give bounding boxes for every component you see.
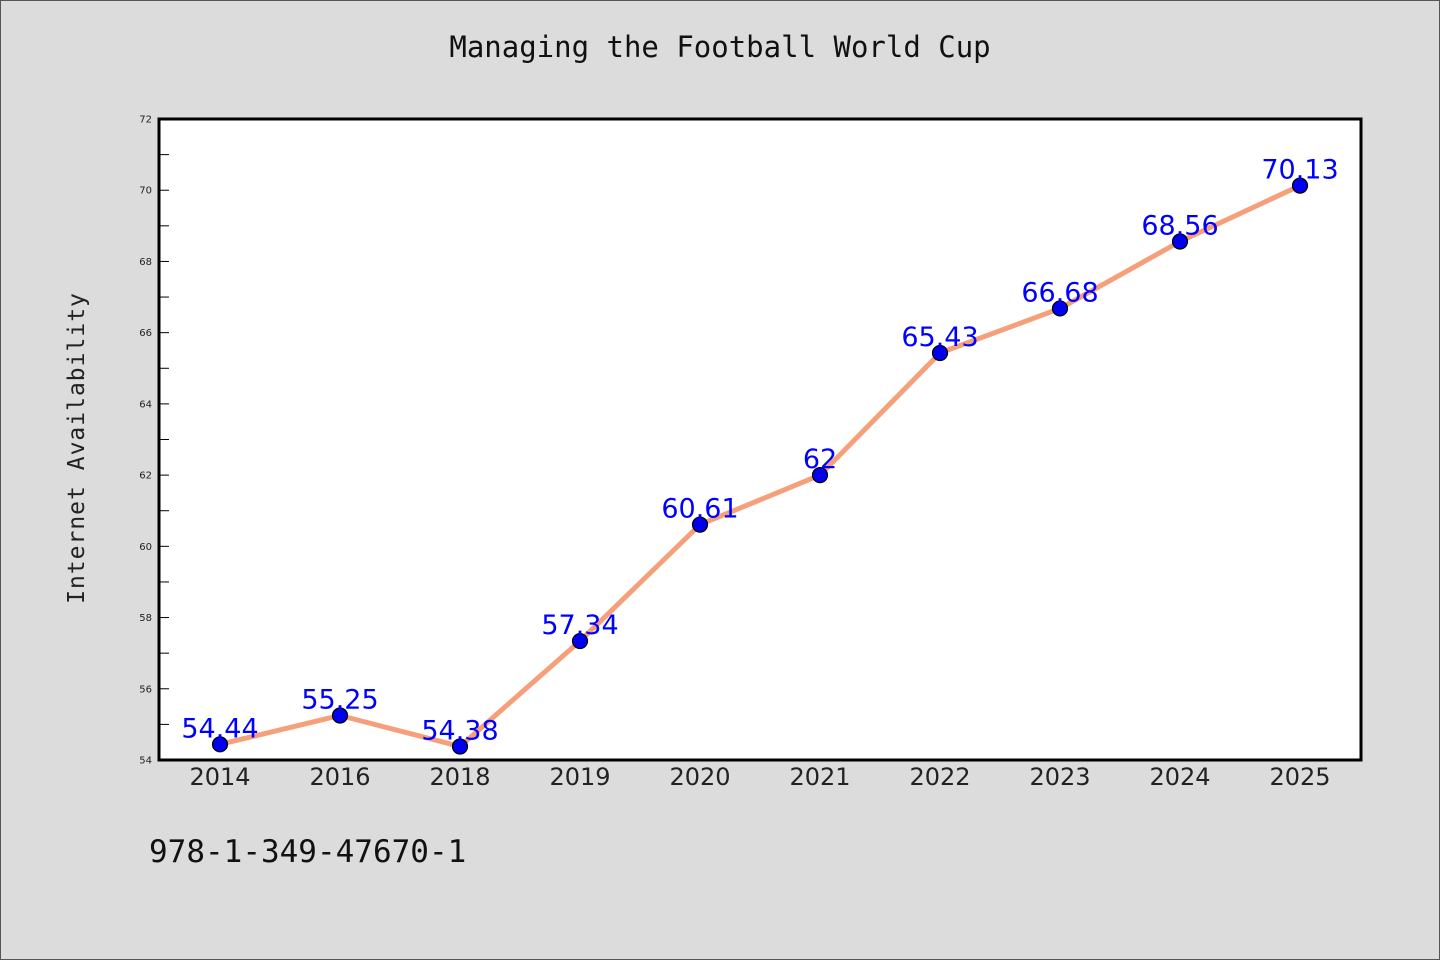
x-tick-label: 2024 <box>1149 763 1210 791</box>
data-point-marker <box>931 344 949 362</box>
data-point-marker <box>1291 177 1309 194</box>
x-tick-label: 2016 <box>309 763 370 791</box>
data-point-marker <box>211 736 229 753</box>
data-label: 65.43 <box>901 322 978 353</box>
data-label: 68.56 <box>1141 211 1218 242</box>
y-axis-ticks: 54 56 58 60 62 64 66 68 70 72 <box>139 115 169 767</box>
y-tick-label: 72 <box>139 115 152 126</box>
data-point-marker <box>1051 300 1069 317</box>
y-tick-label: 70 <box>139 186 152 197</box>
x-tick-label: 2018 <box>429 763 490 791</box>
y-tick-label: 60 <box>139 542 152 553</box>
x-tick-label: 2019 <box>549 763 610 791</box>
data-label: 54.38 <box>421 715 498 746</box>
x-tick-label: 2014 <box>189 763 250 791</box>
series-markers <box>211 177 1309 755</box>
x-tick-label: 2021 <box>789 763 850 791</box>
y-tick-label: 62 <box>139 471 152 482</box>
data-label: 57.34 <box>541 610 618 641</box>
y-tick-label: 64 <box>139 399 152 410</box>
y-tick-label: 54 <box>139 756 152 767</box>
data-point-marker <box>331 707 349 724</box>
data-label: 70.13 <box>1261 155 1338 186</box>
data-point-marker <box>811 467 829 484</box>
data-point-marker <box>1171 233 1189 250</box>
x-axis-ticks: 2014 2016 2018 2019 2020 2021 2022 2023 2024 2025 <box>189 763 1330 791</box>
isbn-footnote: 978-1-349-47670-1 <box>149 834 467 870</box>
chart-title: Managing the Football World Cup <box>449 30 991 64</box>
x-tick-label: 2025 <box>1269 763 1330 791</box>
y-tick-label: 66 <box>139 328 152 339</box>
data-point-marker <box>691 516 709 533</box>
x-tick-label: 2023 <box>1029 763 1090 791</box>
data-label: 62 <box>803 444 837 475</box>
y-tick-label: 58 <box>139 613 152 624</box>
data-label: 60.61 <box>661 494 738 525</box>
y-tick-label: 56 <box>139 684 152 695</box>
x-tick-label: 2022 <box>909 763 970 791</box>
data-label: 66.68 <box>1021 277 1098 308</box>
plot-area <box>157 117 1363 762</box>
data-label: 55.25 <box>301 684 378 715</box>
data-point-marker <box>571 632 589 650</box>
data-point-marker <box>451 738 469 755</box>
data-label: 54.44 <box>181 713 258 744</box>
x-tick-label: 2020 <box>669 763 730 791</box>
y-tick-label: 68 <box>139 257 152 268</box>
series-line <box>219 183 1302 749</box>
data-labels: 54.44 55.25 54.38 57.34 60.61 62 65.43 66.68 68.… <box>181 155 1338 747</box>
